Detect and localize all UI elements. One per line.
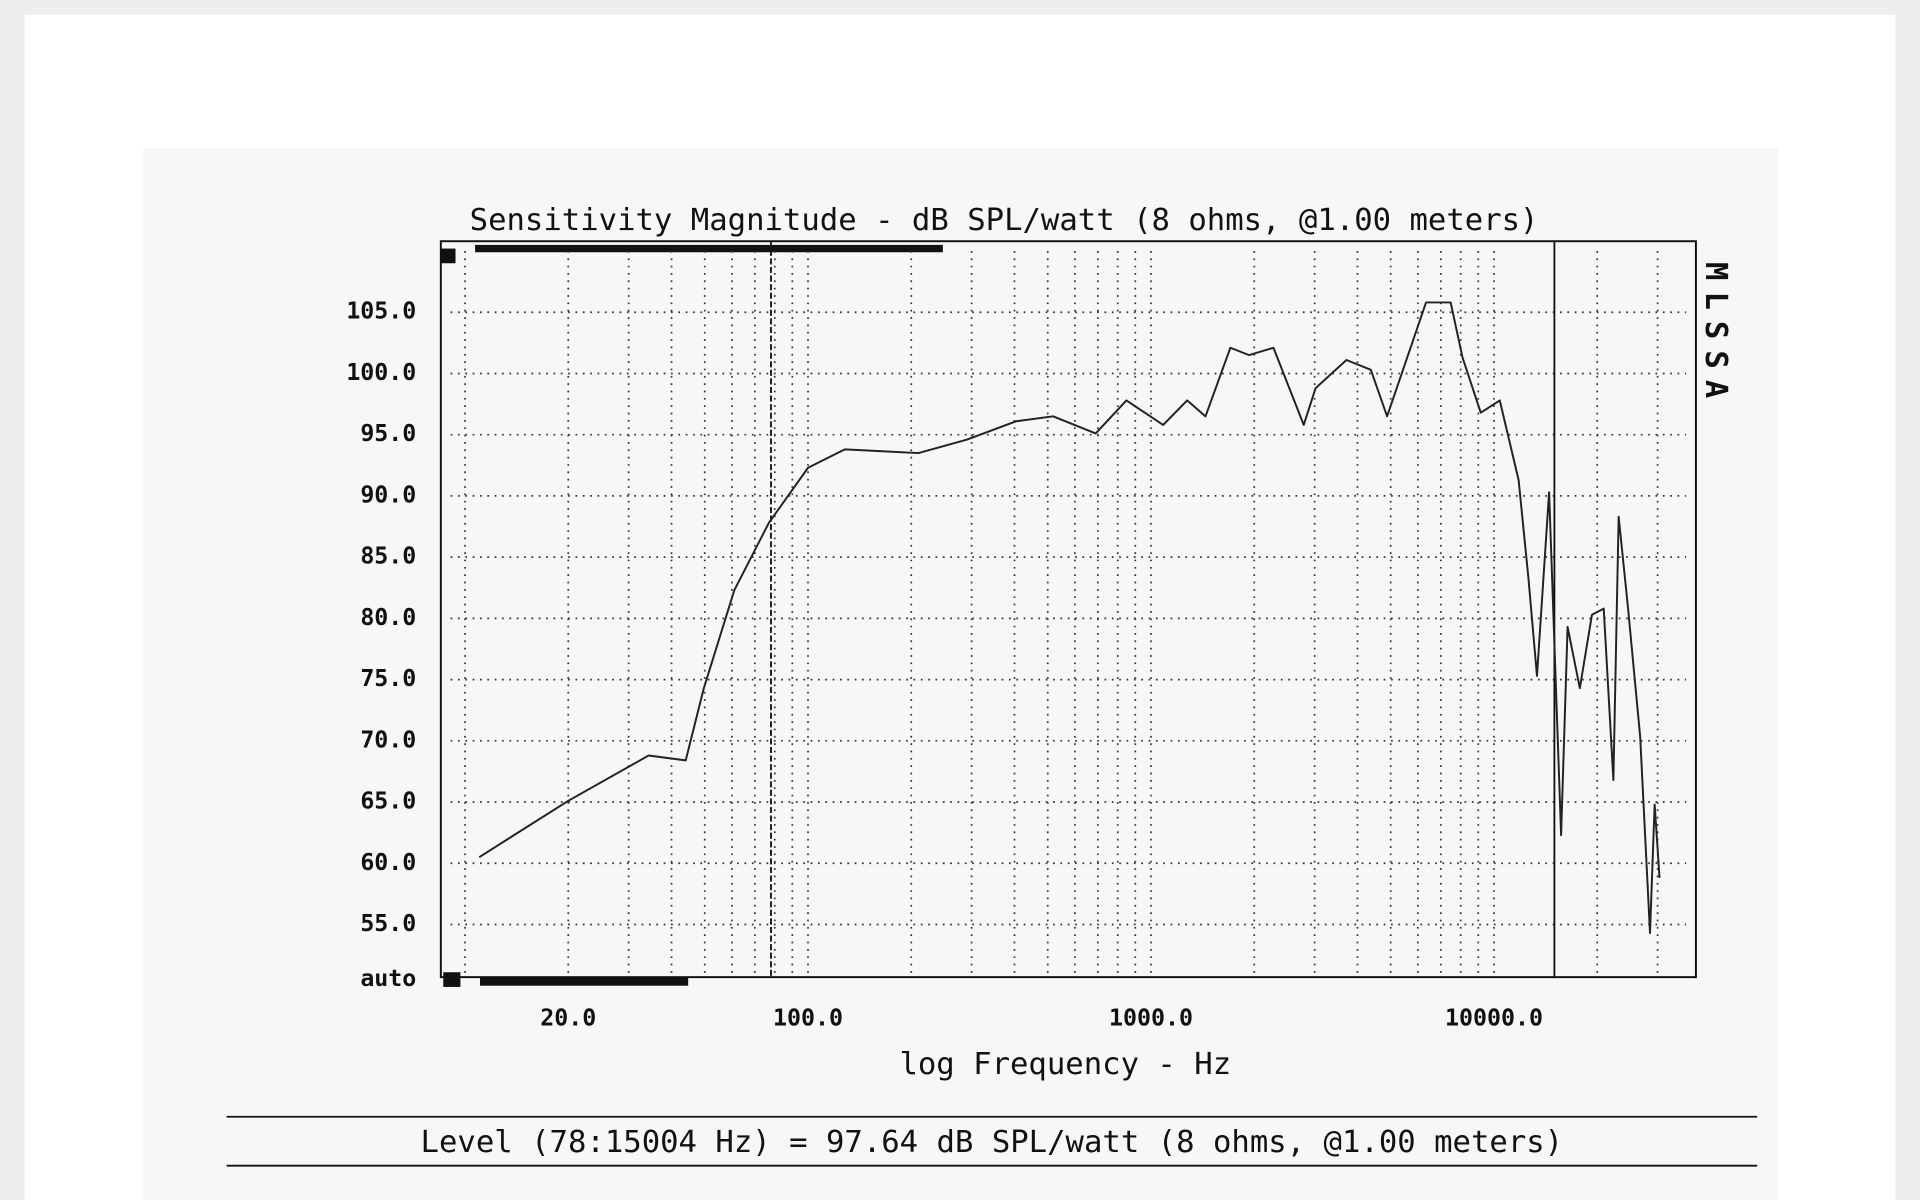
y-tick-label: 85.0 <box>360 543 416 570</box>
corner-block <box>443 972 461 987</box>
x-tick-label: 10000.0 <box>1445 1004 1543 1031</box>
footer-text: Level (78:15004 Hz) = 97.64 dB SPL/watt … <box>421 1125 1564 1160</box>
x-axis-title: log Frequency - Hz <box>899 1047 1231 1082</box>
bottom-bar <box>480 977 689 986</box>
side-text: MLSSA <box>1698 262 1733 409</box>
y-tick-label: 65.0 <box>360 788 416 815</box>
plot-frame <box>439 240 1697 979</box>
side-label: MLSSA <box>1698 262 1733 409</box>
y-tick-label: 105.0 <box>346 298 416 325</box>
y-tick-label: 95.0 <box>360 420 416 447</box>
x-tick-label: 20.0 <box>540 1004 596 1031</box>
y-tick-label: 90.0 <box>360 481 416 508</box>
y-tick-label: 55.0 <box>360 910 416 937</box>
y-tick-label: 75.0 <box>360 665 416 692</box>
y-tick-label: auto <box>360 965 416 992</box>
y-tick-label: 70.0 <box>360 726 416 753</box>
y-tick-label: 100.0 <box>346 359 416 386</box>
top-bar <box>475 244 943 253</box>
chart-title: Sensitivity Magnitude - dB SPL/watt (8 o… <box>470 203 1539 238</box>
y-tick-label: 60.0 <box>360 849 416 876</box>
response-curve <box>478 301 1661 935</box>
corner-block <box>440 248 456 264</box>
x-tick-label: 100.0 <box>773 1004 843 1031</box>
y-tick-label: 80.0 <box>360 604 416 631</box>
x-tick-label: 1000.0 <box>1109 1004 1193 1031</box>
scan <box>143 148 1778 1200</box>
